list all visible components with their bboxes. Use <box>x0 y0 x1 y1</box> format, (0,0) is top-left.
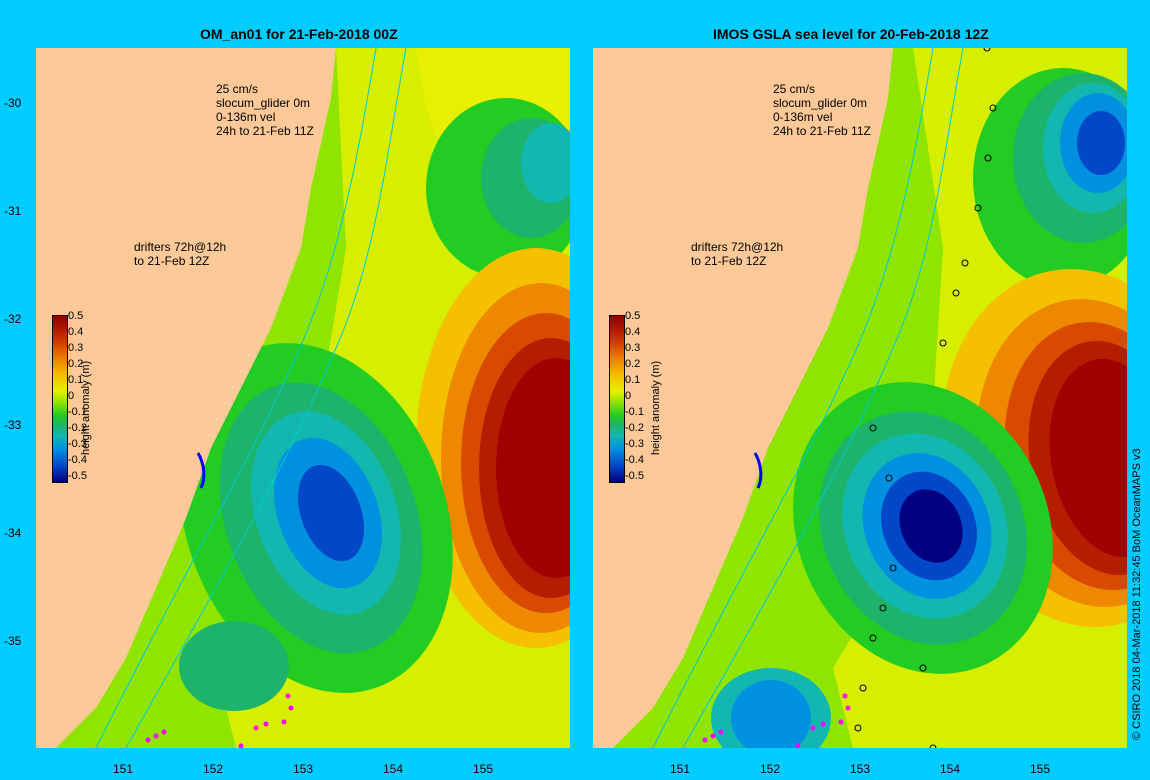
lat-tick-33: -33 <box>4 418 22 432</box>
left-lon-tick-152: 152 <box>203 762 224 776</box>
left-cbar-tick-7: -0.1 <box>68 406 87 418</box>
right-drifter-legend: drifters 72h@12h to 21-Feb 12Z <box>691 240 783 268</box>
left-cbar-tick-11: -0.5 <box>68 470 87 482</box>
left-legend-line-3: 0-136m vel <box>216 110 276 124</box>
left-legend-velocity: 25 cm/s slocum_glider 0m 0-136m vel 24h … <box>216 82 314 138</box>
right-cbar-tick-1: 0.5 <box>625 310 641 322</box>
left-colorbar <box>52 315 68 483</box>
right-cbar-tick-2: 0.4 <box>625 326 641 338</box>
left-cbar-tick-2: 0.4 <box>68 326 84 338</box>
left-drifter-line-1: drifters 72h@12h <box>134 240 227 254</box>
right-cbar-tick-6: 0 <box>625 390 632 402</box>
left-legend-line-1: 25 cm/s <box>216 82 259 96</box>
left-cbar-tick-9: -0.3 <box>68 438 87 450</box>
right-lon-tick-152: 152 <box>760 762 781 776</box>
left-cbar-tick-4: 0.2 <box>68 358 84 370</box>
right-cbar-tick-4: 0.2 <box>625 358 641 370</box>
right-map[interactable] <box>593 48 1127 748</box>
right-lon-tick-154: 154 <box>940 762 961 776</box>
left-legend-line-2: slocum_glider 0m <box>216 96 311 110</box>
left-map[interactable] <box>36 48 570 748</box>
lat-tick-30: -30 <box>4 96 22 110</box>
right-legend-line-3: 0-136m vel <box>773 110 833 124</box>
left-cbar-tick-6: 0 <box>68 390 75 402</box>
right-drifter-line-1: drifters 72h@12h <box>691 240 784 254</box>
right-lon-tick-153: 153 <box>850 762 871 776</box>
right-colorbar <box>609 315 625 483</box>
left-cbar-tick-10: -0.4 <box>68 454 87 466</box>
lat-tick-31: -31 <box>4 204 22 218</box>
left-cbar-tick-8: -0.2 <box>68 422 87 434</box>
right-legend-velocity: 25 cm/s slocum_glider 0m 0-136m vel 24h … <box>773 82 871 138</box>
right-drifter-line-2: to 21-Feb 12Z <box>691 254 767 268</box>
right-legend-line-4: 24h to 21-Feb 11Z <box>773 124 871 138</box>
right-map-svg <box>593 48 1127 748</box>
lat-tick-32: -32 <box>4 312 22 326</box>
credit-text: © CSIRO 2018 04-Mar-2018 11:32:45 BoM Oc… <box>1131 448 1143 740</box>
right-colorbar-title: height anomaly (m) <box>650 360 662 455</box>
left-map-svg <box>36 48 570 748</box>
right-lon-tick-155: 155 <box>1030 762 1051 776</box>
right-panel-title: IMOS GSLA sea level for 20-Feb-2018 12Z <box>713 26 989 42</box>
right-cbar-tick-7: -0.1 <box>625 406 644 418</box>
left-lon-tick-153: 153 <box>293 762 314 776</box>
right-cbar-tick-11: -0.5 <box>625 470 644 482</box>
right-cbar-tick-8: -0.2 <box>625 422 644 434</box>
left-legend-line-4: 24h to 21-Feb 11Z <box>216 124 314 138</box>
right-cbar-tick-5: 0.1 <box>625 374 641 386</box>
left-cbar-tick-3: 0.3 <box>68 342 84 354</box>
right-legend-line-2: slocum_glider 0m <box>773 96 868 110</box>
left-lon-tick-151: 151 <box>113 762 134 776</box>
left-lon-tick-155: 155 <box>473 762 494 776</box>
left-drifter-legend: drifters 72h@12h to 21-Feb 12Z <box>134 240 226 268</box>
left-cbar-tick-1: 0.5 <box>68 310 84 322</box>
left-panel-title: OM_an01 for 21-Feb-2018 00Z <box>200 26 398 42</box>
right-lon-tick-151: 151 <box>670 762 691 776</box>
right-cbar-tick-10: -0.4 <box>625 454 644 466</box>
right-cbar-tick-3: 0.3 <box>625 342 641 354</box>
left-cbar-tick-5: 0.1 <box>68 374 84 386</box>
right-legend-line-1: 25 cm/s <box>773 82 816 96</box>
lat-tick-34: -34 <box>4 526 22 540</box>
left-drifter-line-2: to 21-Feb 12Z <box>134 254 210 268</box>
right-cbar-tick-9: -0.3 <box>625 438 644 450</box>
lat-tick-35: -35 <box>4 634 22 648</box>
left-lon-tick-154: 154 <box>383 762 404 776</box>
